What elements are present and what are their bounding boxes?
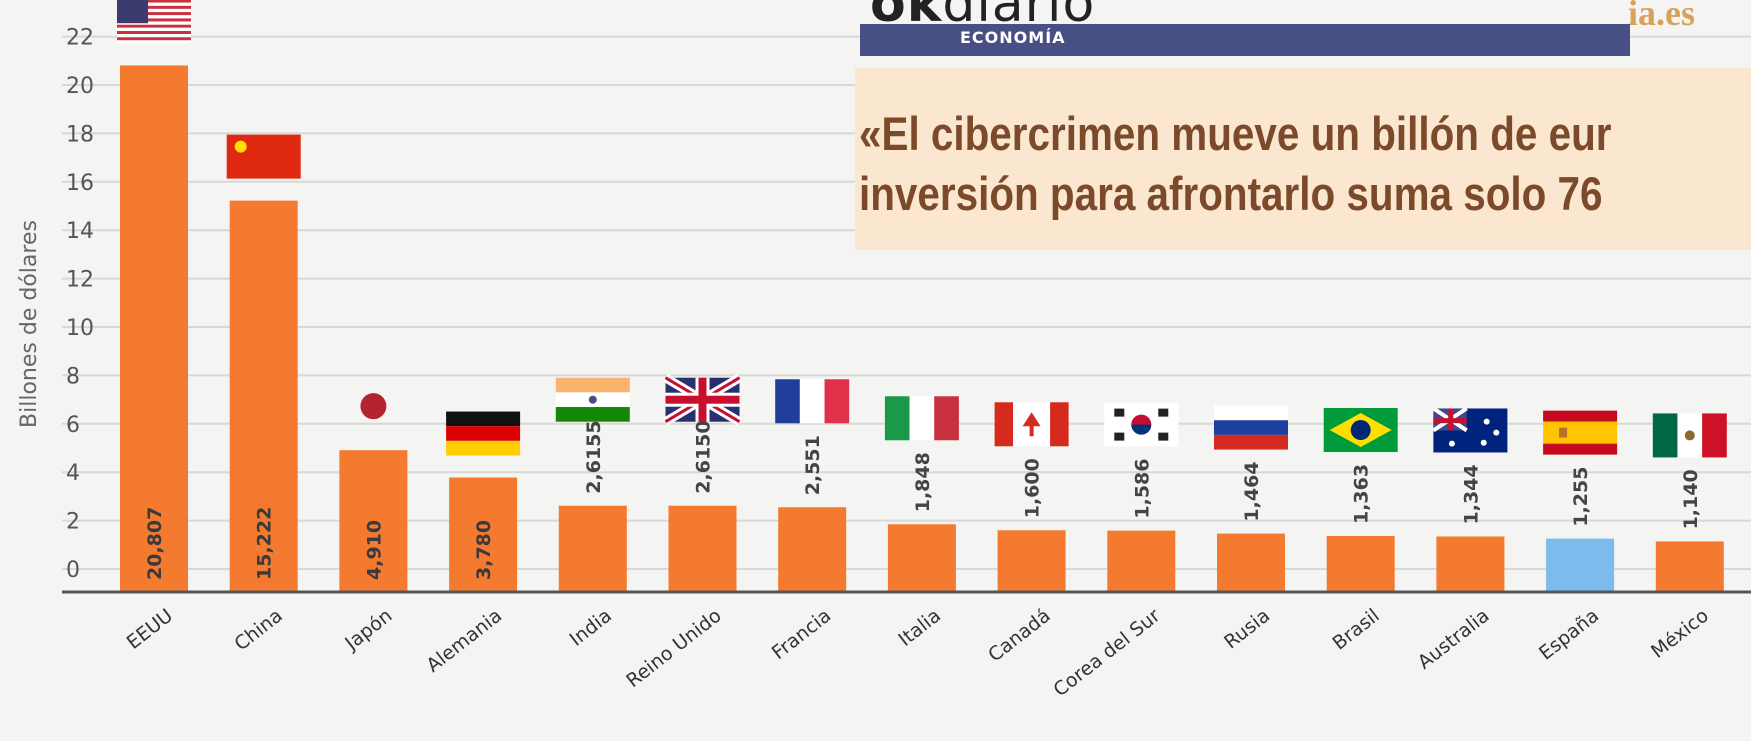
brazil-flag xyxy=(1323,408,1398,453)
china-flag xyxy=(226,134,301,179)
y-tick-label: 20 xyxy=(66,74,94,99)
y-tick-label: 6 xyxy=(66,413,80,438)
y-tick-label: 18 xyxy=(66,122,94,147)
value-label: 1,600 xyxy=(1022,458,1044,518)
category-label: Alemania xyxy=(422,605,506,677)
value-label: 1,848 xyxy=(912,452,934,512)
bar-japón xyxy=(339,450,408,592)
south-korea-flag xyxy=(1104,402,1179,447)
value-label: 2,551 xyxy=(802,435,824,495)
site-url-suffix: ia.es xyxy=(1628,0,1695,33)
value-label: 15,222 xyxy=(254,507,276,580)
value-label: 4,910 xyxy=(363,520,385,580)
bar-rusia xyxy=(1217,533,1285,592)
france-flag xyxy=(775,379,850,424)
russia-flag xyxy=(1214,405,1288,450)
category-label: España xyxy=(1535,605,1603,665)
india-flag xyxy=(555,377,630,422)
category-label: Brasil xyxy=(1329,605,1384,655)
bar-españa xyxy=(1546,538,1615,592)
germany-flag xyxy=(446,411,521,456)
mexico-flag xyxy=(1652,413,1727,458)
headline: «El cibercrimen mueve un billón de eur i… xyxy=(859,104,1612,224)
y-axis-label: Billones de dólares xyxy=(17,220,42,428)
category-label: Corea del Sur xyxy=(1049,604,1164,701)
japan-flag xyxy=(360,393,387,420)
headline-line-2: inversión para afrontarlo suma solo 76 xyxy=(859,167,1603,220)
category-label: Francia xyxy=(768,605,835,664)
y-tick-label: 0 xyxy=(66,558,80,583)
value-label: 1,586 xyxy=(1131,459,1153,519)
category-label: EEUU xyxy=(123,605,177,654)
australia-flag xyxy=(1432,406,1508,453)
y-tick-label: 10 xyxy=(66,316,94,341)
value-label: 3,780 xyxy=(473,520,495,580)
value-label: 1,464 xyxy=(1241,461,1263,521)
value-label: 1,344 xyxy=(1460,464,1482,524)
uk-flag xyxy=(663,373,742,426)
bar-francia xyxy=(778,507,847,592)
y-tick-label: 4 xyxy=(66,461,80,486)
italy-flag xyxy=(884,396,959,441)
y-tick-label: 16 xyxy=(66,171,94,196)
value-label: 20,807 xyxy=(144,507,166,580)
section-bar: ECONOMÍA xyxy=(860,24,1630,56)
value-label: 1,255 xyxy=(1570,467,1592,527)
y-tick-label: 8 xyxy=(66,364,80,389)
section-label: ECONOMÍA xyxy=(960,28,1066,47)
y-tick-label: 22 xyxy=(66,26,94,51)
value-label: 1,140 xyxy=(1680,469,1702,529)
usa-flag xyxy=(117,0,191,44)
category-label: Italia xyxy=(894,605,945,651)
category-label: Rusia xyxy=(1220,605,1274,654)
headline-box: «El cibercrimen mueve un billón de eur i… xyxy=(855,68,1751,250)
bar-eeuu xyxy=(120,65,188,593)
category-label: Canadá xyxy=(984,605,1055,667)
headline-line-1: «El cibercrimen mueve un billón de eur xyxy=(859,107,1612,160)
canada-flag xyxy=(994,402,1069,447)
bar-corea-del-sur xyxy=(1107,530,1176,592)
bar-alemania xyxy=(449,477,518,592)
category-label: Japón xyxy=(340,605,396,656)
category-label: México xyxy=(1647,605,1713,663)
spain-flag xyxy=(1543,410,1618,455)
bar-méxico xyxy=(1655,541,1724,592)
bar-reino-unido xyxy=(668,505,737,592)
bar-canadá xyxy=(997,530,1066,592)
bar-india xyxy=(558,505,627,592)
bar-brasil xyxy=(1326,536,1395,592)
bar-italia xyxy=(887,524,956,592)
bar-australia xyxy=(1436,536,1505,592)
value-label: 2,6155 xyxy=(583,420,605,493)
bar-china xyxy=(229,200,298,592)
value-label: 1,363 xyxy=(1351,464,1373,524)
category-label: Reino Unido xyxy=(622,605,725,692)
category-label: India xyxy=(566,605,616,651)
y-tick-label: 14 xyxy=(66,219,94,244)
y-tick-label: 12 xyxy=(66,268,94,293)
y-tick-label: 2 xyxy=(66,510,80,535)
category-label: China xyxy=(230,605,286,656)
category-label: Australia xyxy=(1414,605,1494,674)
value-label: 2,6150 xyxy=(693,420,715,493)
